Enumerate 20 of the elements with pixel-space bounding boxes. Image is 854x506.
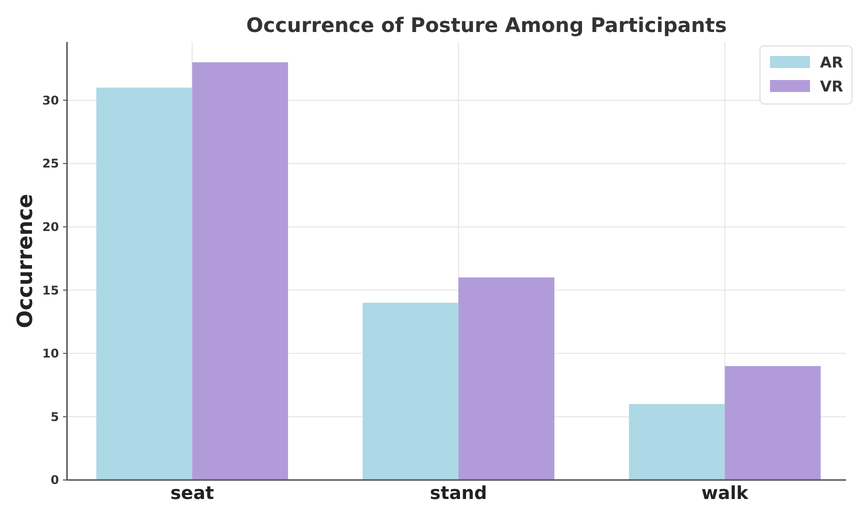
y-tick-label: 15 [42,283,59,298]
y-axis-title: Occurrence [13,194,37,328]
bar [362,302,458,480]
y-tick-label: 20 [42,220,59,234]
x-tick-label: walk [701,483,750,504]
x-tick-label: stand [430,483,488,504]
y-tick-label: 25 [42,156,59,171]
y-tick-label: 0 [50,473,59,488]
y-tick-label: 30 [42,93,59,108]
bar [628,404,725,480]
x-tick-label: seat [170,483,214,504]
bar [458,277,554,480]
legend-label: VR [820,77,844,96]
bar [192,62,288,480]
y-tick-label: 10 [42,346,59,361]
bar [96,88,192,480]
legend-label: AR [820,53,844,72]
chart-title: Occurrence of Posture Among Participants [246,13,727,37]
bar [724,366,821,480]
y-tick-label: 5 [50,410,59,424]
